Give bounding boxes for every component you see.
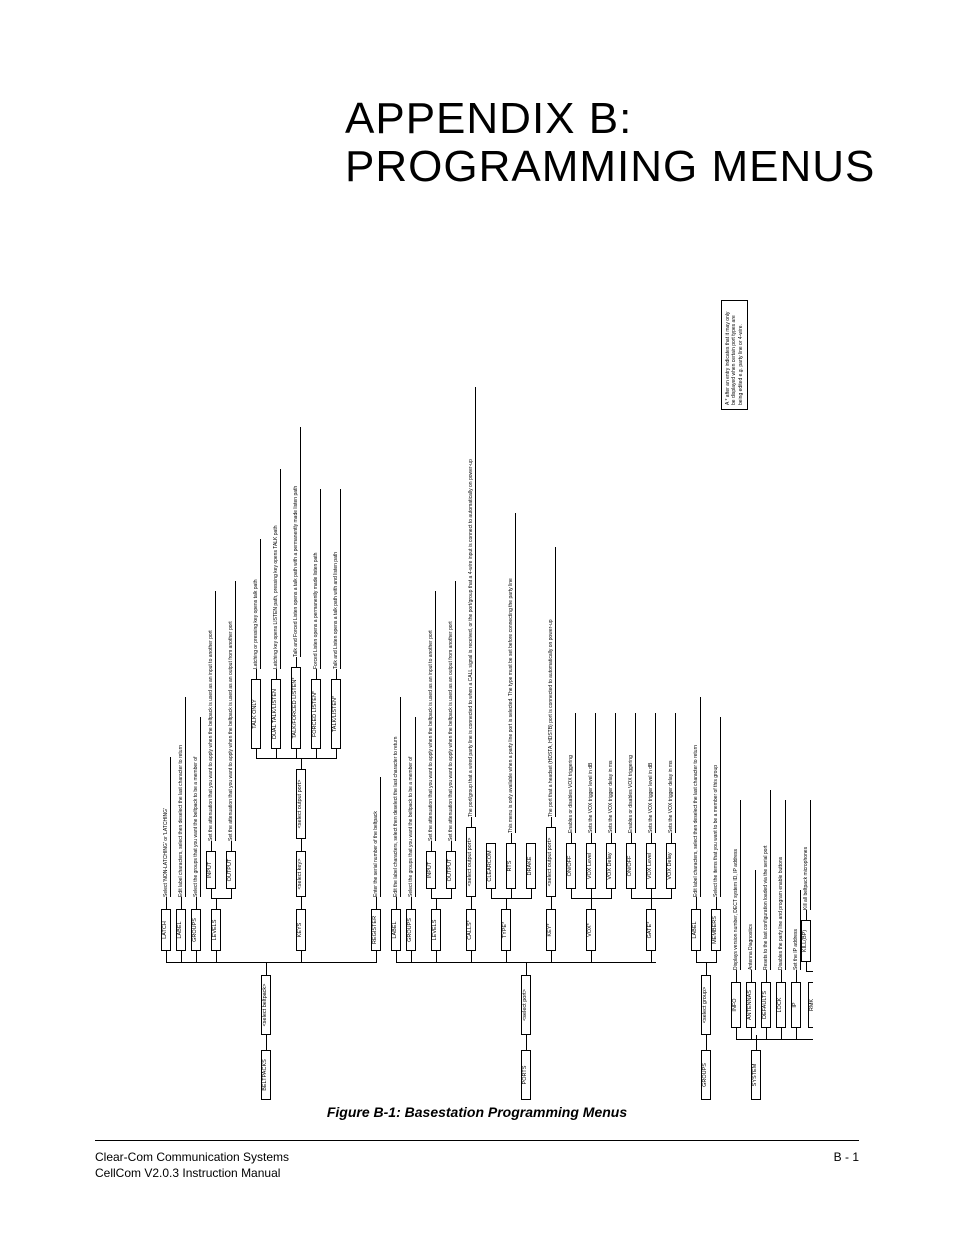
gr-label-desc: Edit label characters, select then desel…	[692, 697, 700, 897]
sys-rmk-killbp-desc: Kill all beltpack microphones	[802, 800, 810, 910]
bp-keys: KEYS	[296, 909, 306, 951]
sys-info: INFO	[731, 982, 741, 1028]
pt-gate-delay: VOX Delay	[666, 843, 676, 889]
pt-levels-input: INPUT	[426, 851, 436, 889]
pt-gate-level: VOX Level	[646, 843, 656, 889]
sys-rmk: RMK	[808, 982, 813, 1028]
bp-register-desc: Enter the serial number of the beltpack	[372, 777, 380, 897]
pt-label-desc: Edit the label characters, select then d…	[392, 697, 400, 897]
root-groups: GROUPS	[701, 1050, 711, 1100]
bp-keys-selport: <select output port>	[296, 769, 306, 839]
bp-levels-input-desc: Set the attenuation that you want to app…	[207, 591, 215, 841]
pt-vox-delay-desc: Sets the VOX trigger delay in ms	[607, 713, 615, 833]
root-ports: PORTS	[521, 1050, 531, 1100]
pt-key-desc: The port that a headset (HDSTA, HDSTB) p…	[547, 547, 555, 817]
pt-type-drake: DRAKE	[526, 843, 536, 889]
page-title: APPENDIX B: PROGRAMMING MENUS	[345, 95, 905, 192]
pt-calls-selport: <select output port>	[466, 827, 476, 897]
root-beltpacks: BELTPACKS	[261, 1050, 271, 1100]
bp-keys-tl: TALK/LISTEN*	[331, 679, 341, 749]
sys-lock-desc: Disables the party line and program enab…	[777, 800, 785, 970]
pt-key-selport: <select output port>	[546, 827, 556, 897]
bp-latch-desc: Select 'NON-LATCHING' or 'LATCHING'	[162, 757, 170, 897]
pt-key: KEY*	[546, 909, 556, 951]
pt-levels-output: OUTPUT	[446, 851, 456, 889]
footer-company: Clear-Com Communication Systems	[95, 1150, 289, 1164]
pt-levels-output-desc: Set the attenuation that you want to app…	[447, 581, 455, 841]
note-box: A * after an entry indicates that it may…	[721, 300, 748, 410]
ports-select: <select port>	[521, 975, 531, 1035]
sys-defaults: DEFAULTS	[761, 982, 771, 1028]
diagram-container: BELTPACKS PORTS GROUPS SYSTEM <select be…	[141, 280, 813, 1100]
bp-keys-tl-desc: Talk and Listen opens a talk path with a…	[332, 489, 340, 669]
bp-keys-dual: DUAL TALK/LISTEN	[271, 679, 281, 749]
title-line-1: APPENDIX B:	[345, 94, 632, 143]
bp-label: LABEL	[176, 909, 186, 951]
pt-gate: GATE*	[646, 909, 656, 951]
gr-members: MEMBERS	[711, 909, 721, 951]
sys-antennas-desc: Antenna Diagnostics	[747, 870, 755, 970]
pt-type: TYPE*	[501, 909, 511, 951]
page: APPENDIX B: PROGRAMMING MENUS BELTPACKS …	[0, 0, 954, 1235]
bp-keys-forced-desc: Forced Listen opens a permanently made l…	[312, 489, 320, 669]
sys-ip: IP	[791, 982, 801, 1028]
bp-label-desc: Edit label characters, select then desel…	[177, 697, 185, 897]
pt-label: LABEL	[391, 909, 401, 951]
bp-keys-forced: FORCED LISTEN*	[311, 679, 321, 749]
bp-levels-output-desc: Set the attenuation that you want to app…	[227, 581, 235, 841]
pt-groups: GROUPS	[406, 909, 416, 951]
footer-page-number: B - 1	[834, 1150, 859, 1164]
bp-keys-talkforced: TALK/FORCED LISTEN*	[291, 667, 301, 749]
pt-vox: VOX*	[586, 909, 596, 951]
pt-vox-delay: VOX Delay	[606, 843, 616, 889]
pt-calls-desc: The port/group that a wired party line i…	[467, 387, 475, 817]
pt-type-clearcom: CLEARCOM	[486, 843, 496, 889]
bp-groups: GROUPS	[191, 909, 201, 951]
menu-tree-diagram: BELTPACKS PORTS GROUPS SYSTEM <select be…	[141, 280, 813, 1100]
bp-levels-output: OUTPUT	[226, 851, 236, 889]
sys-rmk-killbp: KILL(BP)	[801, 920, 811, 962]
pt-levels: LEVELS	[431, 909, 441, 951]
bp-keys-selkey: <select key>	[296, 851, 306, 897]
bp-keys-talkforced-desc: Talk and Forced Listen opens a talk path…	[292, 427, 300, 657]
root-system: SYSTEM	[751, 1050, 761, 1100]
bp-groups-desc: Select the groups that you want the belt…	[192, 717, 200, 897]
bp-levels-input: INPUT	[206, 851, 216, 889]
pt-calls: CALLS*	[466, 909, 476, 951]
bp-latch: LATCH	[161, 909, 171, 951]
pt-gate-onoff-desc: Enables or disables VOX triggering	[627, 713, 635, 833]
pt-vox-level-desc: Sets the VOX trigger level in dB	[587, 713, 595, 833]
pt-type-desc: This menu is only available when a party…	[507, 513, 515, 833]
bp-register: REGISTER	[371, 909, 381, 951]
groups-select: <select group>	[701, 975, 711, 1035]
figure-caption: Figure B-1: Basestation Programming Menu…	[0, 1104, 954, 1120]
pt-groups-desc: Select the groups that you want the belt…	[407, 717, 415, 897]
sys-defaults-desc: Resets to the last configuration loaded …	[762, 790, 770, 970]
pt-vox-onoff: ON/OFF	[566, 843, 576, 889]
gr-members-desc: Select the items that you want to be a m…	[712, 717, 720, 897]
pt-vox-level: VOX Level	[586, 843, 596, 889]
sys-lock: LOCK	[776, 982, 786, 1028]
footer-left: Clear-Com Communication Systems CellCom …	[95, 1150, 289, 1181]
pt-gate-onoff: ON/OFF	[626, 843, 636, 889]
sys-antennas: ANTENNAS	[746, 982, 756, 1028]
beltpacks-select: <select beltpack>	[261, 975, 271, 1035]
bp-levels: LEVELS	[211, 909, 221, 951]
title-line-2: PROGRAMMING MENUS	[345, 142, 875, 191]
pt-levels-input-desc: Set the attenuation that you want to app…	[427, 591, 435, 841]
footer-manual: CellCom V2.0.3 Instruction Manual	[95, 1166, 280, 1180]
pt-type-rts: RTS	[506, 843, 516, 889]
gr-label: LABEL	[691, 909, 701, 951]
bp-keys-dual-desc: Latching key opens LISTEN path, pressing…	[272, 469, 280, 669]
footer-rule	[95, 1140, 859, 1141]
bp-keys-talkonly-desc: Latching or pressing key opens talk path	[252, 539, 260, 669]
sys-ip-desc: Set the IP address	[792, 890, 800, 970]
sys-info-desc: Displays version number, DECT system ID,…	[732, 800, 740, 970]
pt-gate-delay-desc: Sets the VOX trigger delay in ms	[667, 713, 675, 833]
pt-vox-onoff-desc: Enables or disables VOX triggering	[567, 713, 575, 833]
bp-keys-talkonly: TALK ONLY	[251, 679, 261, 749]
pt-gate-level-desc: Sets the VOX trigger level in dB	[647, 713, 655, 833]
